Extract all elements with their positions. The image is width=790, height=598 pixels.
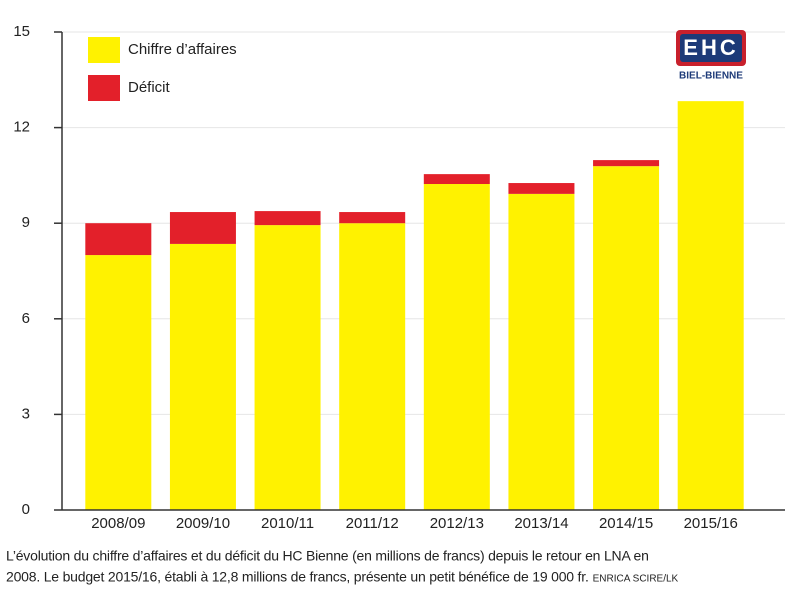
bar-segment: [593, 160, 660, 167]
x-tick-label: 2008/09: [91, 515, 145, 532]
legend-swatch: [88, 37, 120, 63]
bar-segment: [508, 183, 575, 194]
y-tick-label: 3: [22, 405, 30, 422]
y-tick-label: 12: [13, 119, 30, 136]
logo: EHC BIEL-BIENNE: [676, 30, 746, 82]
x-tick-label: 2014/15: [599, 515, 653, 532]
x-tick-label: 2009/10: [176, 515, 230, 532]
x-tick-label: 2011/12: [346, 515, 399, 532]
caption-line: L’évolution du chiffre d’affaires et du …: [6, 548, 649, 564]
y-tick-label: 0: [22, 501, 30, 518]
plot: 0 3 6 9 12 15 2008/09 2009/10 2010/11 2011/12 2012…: [13, 23, 785, 532]
bar-segment: [85, 223, 152, 256]
bar-segment: [339, 212, 406, 224]
logo-subtitle: BIEL-BIENNE: [679, 71, 743, 82]
bar-segment: [593, 166, 660, 510]
bar-segment: [339, 223, 406, 510]
bar-segment: [254, 211, 321, 226]
legend-label: Chiffre d’affaires: [128, 41, 237, 58]
x-tick-label: 2013/14: [514, 515, 568, 532]
bar-segment: [169, 243, 236, 510]
y-tick-label: 15: [13, 23, 30, 40]
y-tick-label: 9: [22, 214, 30, 231]
x-tick-label: 2015/16: [684, 515, 738, 532]
bar-segment: [508, 193, 575, 510]
credit: ENRICA SCIRE/LK: [593, 574, 679, 585]
bar-segment: [423, 174, 490, 185]
bar-segment: [254, 225, 321, 510]
x-tick-label: 2010/11: [261, 515, 314, 532]
bar-segment: [677, 101, 744, 510]
logo-text: EHC: [683, 35, 738, 60]
bar-segment: [169, 212, 236, 244]
bar-segment: [85, 255, 152, 510]
logo-inner: [680, 34, 742, 62]
legend-label: Déficit: [128, 79, 171, 96]
y-tick-label: 6: [22, 310, 30, 327]
x-tick-label: 2012/13: [430, 515, 484, 532]
legend-swatch: [88, 75, 120, 101]
caption-line: 2008. Le budget 2015/16, établi à 12,8 m…: [6, 569, 589, 585]
bar-segment: [423, 184, 490, 510]
